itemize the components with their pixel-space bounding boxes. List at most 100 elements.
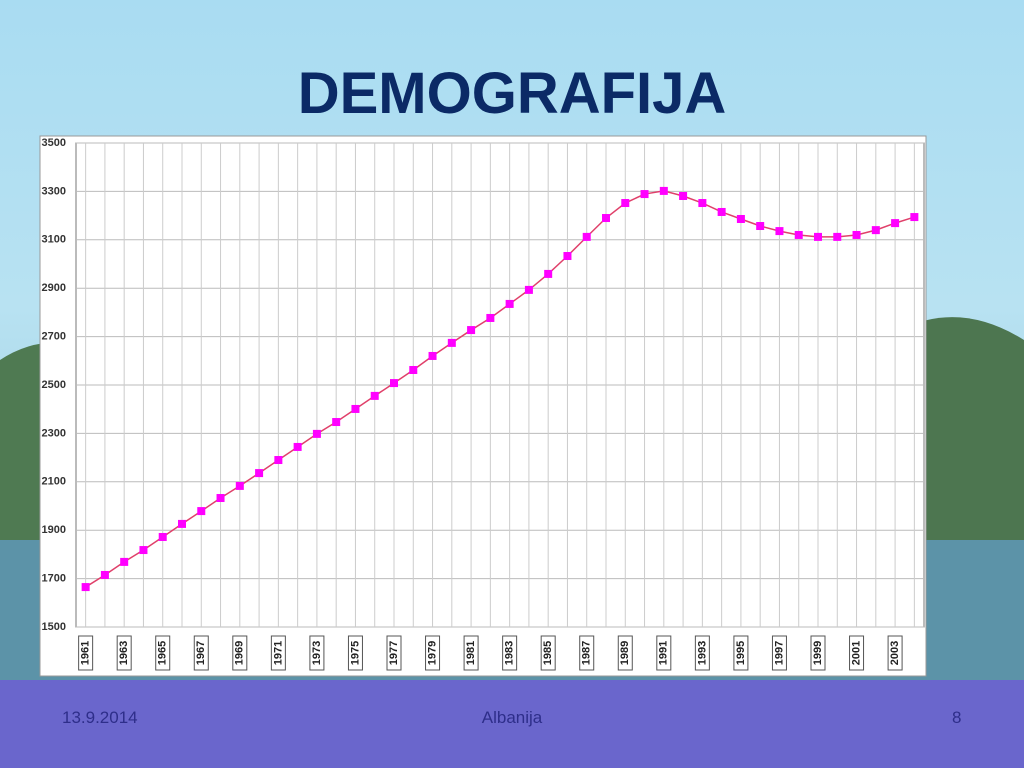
x-tick-box <box>849 635 865 671</box>
data-point <box>409 365 418 374</box>
data-point <box>312 429 321 438</box>
y-tick-label: 1700 <box>42 573 66 585</box>
x-tick-box <box>733 635 749 671</box>
data-point <box>794 230 803 239</box>
data-point <box>505 299 514 308</box>
x-tick-label: 1973 <box>311 641 323 665</box>
data-point <box>602 214 610 223</box>
data-point <box>370 391 379 400</box>
x-tick-label: 1963 <box>118 641 130 665</box>
data-point <box>736 214 745 223</box>
x-tick-box <box>694 635 710 671</box>
data-point <box>852 230 861 239</box>
data-point <box>756 222 765 231</box>
x-tick-box <box>617 635 633 671</box>
x-tick-label: 1975 <box>349 641 361 665</box>
data-point <box>544 269 553 278</box>
data-point <box>698 199 707 208</box>
data-point <box>659 186 668 195</box>
slide-title: DEMOGRAFIJA <box>297 61 727 126</box>
x-tick-box <box>502 635 518 671</box>
footer: 13.9.2014 Albanija 8 <box>0 680 1024 768</box>
x-tick-label: 1969 <box>234 641 246 665</box>
x-tick-box <box>347 635 363 671</box>
x-tick-label: 1991 <box>658 641 670 665</box>
data-point <box>428 351 437 360</box>
data-point <box>679 191 688 200</box>
x-tick-label: 1987 <box>581 641 593 665</box>
y-tick-label: 2900 <box>42 282 66 294</box>
y-tick-label: 3500 <box>42 137 66 149</box>
data-point <box>293 442 302 451</box>
x-tick-box <box>771 635 787 671</box>
data-point <box>81 583 90 592</box>
data-point <box>158 532 167 541</box>
data-point <box>274 456 283 465</box>
data-point <box>197 507 206 516</box>
data-point <box>775 227 784 236</box>
data-point <box>351 404 360 413</box>
data-point <box>717 207 726 216</box>
x-tick-box <box>270 635 286 671</box>
y-tick-label: 3100 <box>42 234 66 246</box>
data-point <box>640 190 649 199</box>
x-tick-label: 1995 <box>735 641 747 665</box>
chart-panel <box>39 135 927 677</box>
x-tick-box <box>193 635 209 671</box>
x-tick-box <box>887 635 903 671</box>
data-point <box>332 418 341 427</box>
x-tick-label: 1981 <box>465 641 477 665</box>
x-tick-box <box>309 635 325 671</box>
x-tick-label: 1993 <box>696 641 708 665</box>
x-tick-label: 1989 <box>619 641 631 665</box>
y-tick-label: 1900 <box>42 524 66 536</box>
footer-center: Albanija <box>481 708 543 727</box>
data-point <box>100 570 109 579</box>
x-tick-label: 2001 <box>850 641 862 665</box>
x-tick-box <box>463 635 479 671</box>
data-point <box>235 481 244 490</box>
data-point <box>216 494 225 503</box>
x-tick-label: 1971 <box>272 641 284 665</box>
data-point <box>486 313 495 322</box>
data-point <box>447 338 456 347</box>
x-tick-label: 2003 <box>889 641 901 665</box>
data-point <box>891 219 900 228</box>
data-point <box>139 546 148 555</box>
x-tick-box <box>810 635 826 671</box>
x-tick-box <box>579 635 595 671</box>
data-point <box>390 379 398 388</box>
x-tick-box <box>656 635 672 671</box>
x-tick-label: 1983 <box>504 641 516 665</box>
x-tick-label: 1967 <box>195 641 207 665</box>
data-point <box>255 469 264 478</box>
footer-page: 8 <box>952 708 962 727</box>
y-tick-label: 3300 <box>42 185 66 197</box>
data-point <box>178 519 186 528</box>
data-point <box>814 232 822 241</box>
y-tick-label: 2300 <box>42 427 66 439</box>
x-tick-label: 1977 <box>388 641 400 665</box>
x-tick-box <box>155 635 171 671</box>
x-tick-box <box>78 635 94 671</box>
x-tick-box <box>540 635 556 671</box>
x-tick-label: 1965 <box>157 641 169 665</box>
y-tick-label: 2100 <box>42 476 66 488</box>
x-tick-box <box>232 635 248 671</box>
x-tick-label: 1961 <box>80 641 92 665</box>
x-tick-label: 1979 <box>426 641 438 665</box>
data-point <box>833 232 842 241</box>
x-tick-label: 1999 <box>812 641 824 665</box>
x-tick-box <box>386 635 402 671</box>
x-tick-label: 1985 <box>542 641 554 665</box>
data-point <box>621 199 630 208</box>
data-point <box>582 232 591 241</box>
data-point <box>524 285 533 294</box>
x-tick-box <box>116 635 132 671</box>
data-point <box>910 213 919 222</box>
data-point <box>871 226 880 235</box>
y-tick-label: 1500 <box>42 621 66 633</box>
data-point <box>120 557 129 566</box>
